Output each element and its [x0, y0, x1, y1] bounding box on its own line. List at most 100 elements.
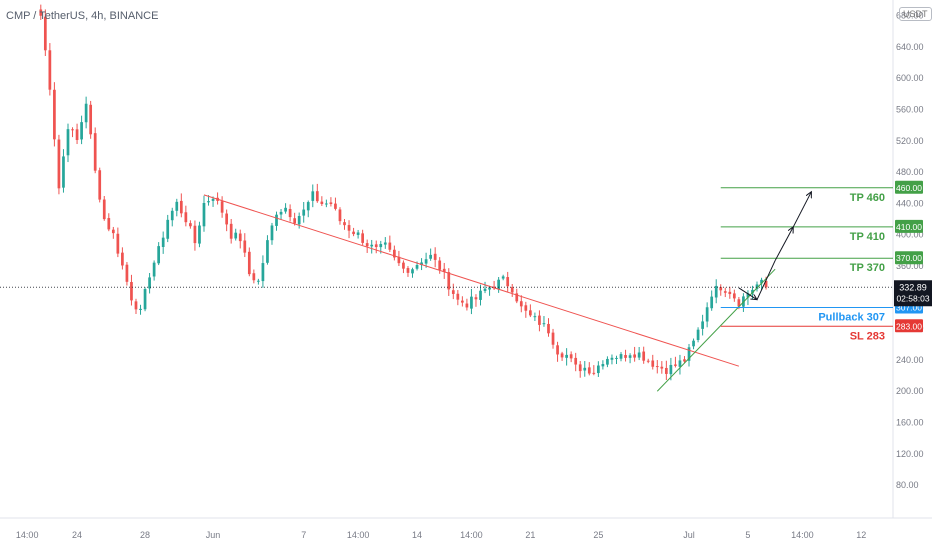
candle [125, 262, 129, 286]
level-price-badge: 370.00 [895, 251, 923, 265]
projection-arrow[interactable] [792, 192, 811, 228]
candle [583, 361, 587, 377]
candle [424, 252, 428, 268]
time-tick-label: 28 [140, 530, 150, 540]
candle [497, 277, 500, 293]
candle [524, 301, 528, 318]
time-tick-label: 24 [72, 530, 82, 540]
time-tick-label: Jun [206, 530, 221, 540]
candle [710, 290, 714, 311]
price-tick-label: 480.00 [896, 167, 924, 177]
candle [538, 310, 541, 332]
support-trendline[interactable] [656, 268, 776, 392]
candle [229, 218, 233, 244]
candle [596, 361, 600, 377]
trend-lines [0, 194, 893, 392]
candle [365, 239, 369, 253]
candle [501, 274, 505, 281]
level-price-badge: 460.00 [895, 180, 923, 194]
candle [179, 193, 183, 218]
price-tick-label: 440.00 [896, 198, 924, 208]
candle [152, 260, 156, 281]
candle [374, 240, 378, 254]
level-tp[interactable]: TP 370 [720, 257, 893, 274]
candle [39, 4, 43, 20]
price-tick-label: 600.00 [896, 73, 924, 83]
candle [161, 231, 165, 254]
candle [84, 96, 88, 129]
candle [243, 233, 247, 258]
candle [705, 302, 709, 328]
time-tick-label: 5 [745, 530, 750, 540]
candle [48, 43, 52, 96]
time-axis[interactable]: 14:00 24 28 Jun 7 14:00 14 14:00 21 25 Jul 5 14:00 12 [16, 530, 866, 540]
currency-badge[interactable]: USDT [899, 7, 932, 21]
candle [257, 278, 260, 285]
candle [560, 351, 564, 361]
candle [610, 354, 614, 365]
level-label: Pullback 307 [818, 312, 885, 324]
bar-countdown: 02:58:03 [896, 293, 929, 303]
projection-arrows [738, 192, 812, 300]
candle [252, 269, 256, 284]
candle [714, 279, 718, 304]
price-tick-label: 360.00 [896, 261, 924, 271]
candles [39, 4, 768, 381]
time-tick-label: 14:00 [460, 530, 483, 540]
candle [633, 346, 636, 362]
candle [193, 220, 197, 251]
candle [479, 284, 482, 306]
projection-arrow[interactable] [738, 287, 757, 300]
level-sl[interactable]: SL 283 [720, 325, 893, 342]
candle [43, 9, 47, 56]
level-tp[interactable]: TP 460 [720, 187, 893, 204]
candle [75, 123, 79, 145]
candle [429, 248, 432, 261]
svg-text:460.00: 460.00 [896, 183, 922, 193]
resistance-trendline[interactable] [203, 194, 740, 367]
price-tick-label: 240.00 [896, 355, 924, 365]
projection-arrow[interactable] [774, 227, 793, 261]
candle [220, 196, 224, 218]
candle [687, 343, 691, 367]
candle [678, 354, 682, 375]
candle [288, 204, 292, 222]
candle [651, 354, 655, 370]
time-tick-label: 21 [525, 530, 535, 540]
time-tick-label: 12 [856, 530, 866, 540]
candle [438, 257, 442, 274]
candle [266, 235, 269, 265]
time-tick-label: 7 [301, 530, 306, 540]
candle [474, 294, 478, 307]
candle [556, 341, 559, 362]
candle [343, 218, 346, 230]
candle [329, 197, 333, 207]
candle [506, 271, 510, 292]
candle [565, 348, 568, 366]
candle [388, 235, 392, 252]
svg-text:370.00: 370.00 [896, 253, 922, 263]
candle [175, 198, 179, 217]
candle [361, 229, 364, 246]
candle [587, 362, 591, 376]
time-tick-label: 14:00 [16, 530, 39, 540]
level-pullback[interactable]: Pullback 307 [720, 307, 893, 324]
candle [130, 274, 133, 306]
projection-arrow[interactable] [756, 260, 776, 300]
candle [397, 250, 401, 266]
candle [719, 284, 723, 296]
svg-text:410.00: 410.00 [896, 222, 922, 232]
candle [80, 115, 83, 145]
candle [166, 214, 170, 243]
svg-text:332.89: 332.89 [899, 282, 927, 292]
candle [533, 312, 537, 321]
symbol-title[interactable]: CMP / TetherUS, 4h, BINANCE [6, 10, 159, 22]
candle [121, 247, 124, 270]
level-label: TP 460 [850, 192, 885, 204]
candle [619, 352, 623, 362]
candle [542, 316, 546, 327]
price-badges: 460.00 410.00 370.00 307.00 283.00 332.8902:5… [894, 180, 932, 333]
level-tp[interactable]: TP 410 [720, 226, 893, 243]
price-tick-label: 80.00 [896, 480, 919, 490]
